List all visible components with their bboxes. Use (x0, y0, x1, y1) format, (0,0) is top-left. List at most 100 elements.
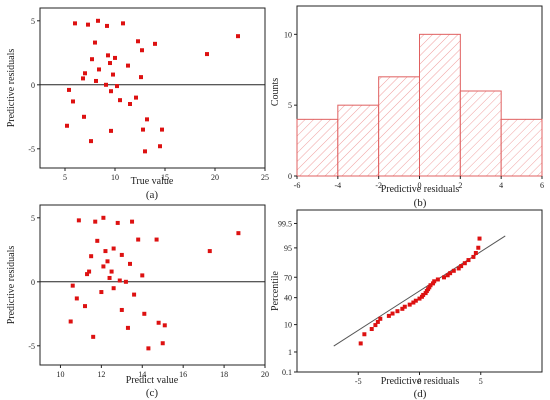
panel-d-point (421, 292, 426, 297)
panel-a-ytick-label: -5 (28, 145, 35, 154)
panel-a-point (109, 89, 113, 94)
panel-b-xtick-label: 6 (540, 181, 544, 190)
panel-a-point (73, 21, 77, 26)
panel-a-point (96, 18, 100, 23)
panel-a-point (104, 82, 108, 87)
panel-d-point (442, 275, 446, 280)
panel-a-ytick-label: 5 (31, 17, 35, 26)
panel-c-point (111, 246, 116, 251)
panel-b-ytick-label: 5 (288, 101, 292, 110)
panel-c-xtick-label: 14 (138, 370, 146, 379)
panel-a-point (136, 39, 140, 44)
panel-d-point (435, 277, 440, 282)
panel-c-xlabel: Predict value (126, 375, 179, 386)
panel-a-point (205, 52, 209, 57)
panel-b-label: (b) (414, 197, 427, 209)
panel-d-point (432, 279, 437, 284)
panel-a-point (141, 127, 145, 132)
panel-d-point (451, 268, 456, 273)
panel-a-xtick-label: 25 (261, 173, 269, 182)
panel-c-point (140, 273, 145, 278)
panel-a-xlabel: True value (131, 176, 174, 187)
panel-d-point (400, 306, 405, 311)
panel-a-point (71, 99, 75, 104)
panel-c-point (132, 292, 137, 297)
panel-b-xtick-label: 0 (418, 181, 422, 190)
panel-c-point (95, 238, 100, 243)
panel-c-xtick-label: 10 (56, 370, 64, 379)
panel-b-xtick-label: -6 (294, 181, 301, 190)
panel-c-point (103, 249, 108, 254)
panel-a-point (118, 98, 122, 103)
panel-c-point (117, 278, 122, 283)
panel-d-xtick-label: 5 (479, 377, 483, 386)
panel-d-point (448, 271, 453, 276)
panel-b-bar (459, 90, 502, 177)
panel-a-point (121, 21, 125, 26)
panel-d-point (369, 327, 374, 332)
panel-d-ytick-label: 99.5 (278, 219, 292, 228)
panel-c-frame (39, 204, 266, 366)
panel-c-point (162, 323, 167, 328)
panel-c-ylabel: Predictive residuals (6, 246, 17, 325)
panel-a-xtick-label: 20 (211, 173, 219, 182)
panel-c-point (115, 220, 120, 225)
panel-c-point (109, 269, 114, 274)
panel-a-ylabel: Predictive residuals (6, 49, 17, 128)
panel-a-point (158, 144, 162, 149)
panel-c-ytick-label: -5 (28, 342, 35, 351)
panel-a: Predictive residuals True value (a) 5 10 1… (6, 7, 269, 201)
panel-c-point (136, 237, 141, 242)
panel-d-point (459, 264, 464, 269)
panel-c-xtick-label: 12 (97, 370, 105, 379)
panel-c-point (101, 215, 106, 220)
panel-b-bar (419, 33, 461, 177)
panel-d-point (362, 332, 367, 337)
panel-d-ytick-label: 10 (284, 321, 292, 330)
panel-d-point (427, 285, 432, 290)
panel-b-xtick-label: 4 (499, 181, 503, 190)
panel-c-point (105, 259, 110, 264)
panel-b-bar (500, 118, 543, 177)
panel-a-point (126, 63, 130, 68)
panel-d-point (386, 313, 391, 318)
panel-d-point (390, 311, 395, 316)
panel-b-xtick-label: -2 (375, 181, 382, 190)
panel-c-point (85, 272, 90, 277)
panel-c-point (125, 325, 130, 330)
panel-d-point (378, 316, 383, 321)
panel-c: Predictive residuals Predict value (c) 1… (6, 204, 269, 399)
panel-c-point (83, 304, 87, 309)
panel-a-point (82, 114, 86, 119)
panel-d-ytick-label: 0.1 (282, 368, 292, 377)
panel-d-point (413, 298, 418, 303)
panel-b-bar (378, 76, 420, 177)
panel-d-point (407, 302, 412, 307)
panel-a-point (90, 57, 94, 62)
panel-a-point (97, 67, 101, 72)
panel-d-point (456, 266, 461, 271)
panel-c-point (154, 237, 159, 242)
panel-c-point (107, 275, 112, 280)
panel-c-point (207, 249, 212, 254)
panel-b-bar (296, 118, 339, 177)
panel-d-point (445, 273, 450, 278)
panel-d-ytick-label: 95 (284, 244, 292, 253)
panel-d-point (411, 300, 416, 305)
panel-c-point (87, 269, 92, 274)
panel-d-point (358, 341, 363, 346)
panel-a-label: (a) (146, 189, 159, 201)
panel-a-ytick-label: 0 (31, 81, 35, 90)
panel-c-point (130, 219, 135, 224)
panel-b: Counts Predictive residuals (b) -6 -4 -2 0 2… (270, 5, 544, 209)
panel-c-xtick-label: 18 (220, 370, 228, 379)
panel-d-ylabel: Percentile (270, 270, 281, 311)
panel-a-point (94, 78, 98, 83)
panel-d-ytick-label: 70 (284, 273, 292, 282)
panel-a-point (236, 34, 240, 39)
panel-a-point (105, 23, 109, 28)
panel-c-point (146, 346, 151, 351)
panel-d-point (476, 245, 481, 250)
panel-c-point (119, 252, 124, 257)
